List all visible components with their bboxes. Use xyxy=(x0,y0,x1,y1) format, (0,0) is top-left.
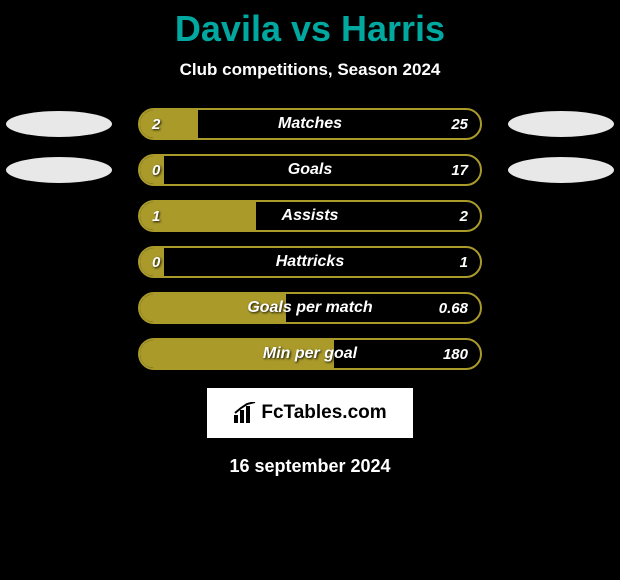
team-oval-left xyxy=(6,157,112,183)
date-text: 16 september 2024 xyxy=(0,456,620,477)
logo: FcTables.com xyxy=(233,402,386,424)
stat-bar: 225Matches xyxy=(138,108,482,140)
logo-text: FcTables.com xyxy=(261,402,386,424)
stat-bar: 01Hattricks xyxy=(138,246,482,278)
logo-box: FcTables.com xyxy=(207,388,413,438)
stat-row: 0.68Goals per match xyxy=(0,292,620,324)
stat-bar: 0.68Goals per match xyxy=(138,292,482,324)
page-title: Davila vs Harris xyxy=(0,0,620,50)
page-subtitle: Club competitions, Season 2024 xyxy=(0,60,620,80)
stat-row: 017Goals xyxy=(0,154,620,186)
chart-icon xyxy=(233,402,257,424)
stats-container: 225Matches 017Goals 12Assists 01Hattricks 0.… xyxy=(0,108,620,370)
stat-bar: 017Goals xyxy=(138,154,482,186)
team-oval-right xyxy=(508,111,614,137)
stat-label: Goals xyxy=(140,156,480,184)
stat-row: 180Min per goal xyxy=(0,338,620,370)
team-oval-right xyxy=(508,157,614,183)
stat-row: 12Assists xyxy=(0,200,620,232)
stat-row: 01Hattricks xyxy=(0,246,620,278)
stat-row: 225Matches xyxy=(0,108,620,140)
stat-label: Min per goal xyxy=(140,340,480,368)
team-oval-left xyxy=(6,111,112,137)
stat-label: Goals per match xyxy=(140,294,480,322)
stat-label: Hattricks xyxy=(140,248,480,276)
stat-bar: 180Min per goal xyxy=(138,338,482,370)
stat-label: Assists xyxy=(140,202,480,230)
stat-label: Matches xyxy=(140,110,480,138)
stat-bar: 12Assists xyxy=(138,200,482,232)
